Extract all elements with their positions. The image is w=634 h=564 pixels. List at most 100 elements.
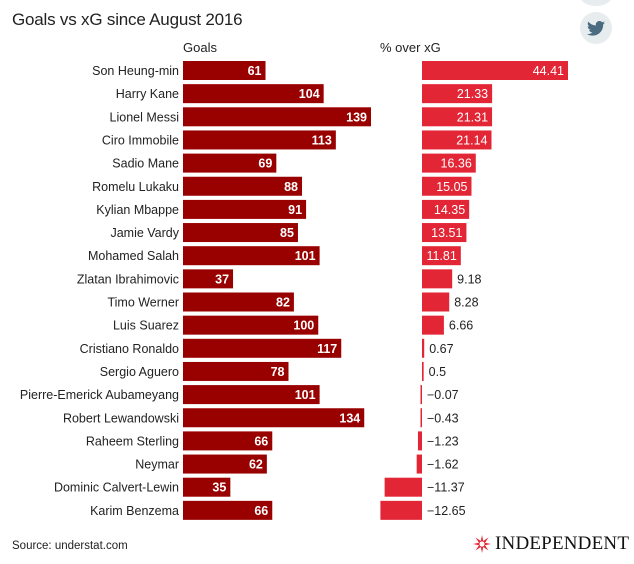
goals-value-label: 134 xyxy=(339,411,360,425)
pct-bar xyxy=(422,361,424,381)
player-name-label: Son Heung-min xyxy=(92,64,179,78)
goals-bar xyxy=(183,338,342,358)
pct-value-label: 44.41 xyxy=(533,64,564,78)
pct-value-label: −0.07 xyxy=(427,388,459,402)
goals-column-header: Goals xyxy=(183,40,217,55)
pct-bar xyxy=(420,408,422,428)
pct-bar xyxy=(416,454,422,474)
goals-value-label: 139 xyxy=(346,110,367,124)
goals-bar xyxy=(183,84,324,104)
goals-bar xyxy=(183,199,307,219)
player-name-label: Karim Benzema xyxy=(90,504,179,518)
goals-bar xyxy=(183,385,320,405)
player-name-label: Dominic Calvert-Lewin xyxy=(54,481,179,495)
goals-bar xyxy=(183,153,277,173)
goals-value-label: 35 xyxy=(212,481,226,495)
goals-bar xyxy=(183,130,336,150)
pct-bar xyxy=(417,431,422,451)
pct-value-label: −1.23 xyxy=(427,434,459,448)
goals-bar xyxy=(183,477,231,497)
goals-value-label: 78 xyxy=(271,365,285,379)
pct-bar xyxy=(422,223,467,243)
pct-bar xyxy=(422,338,425,358)
goals-value-label: 88 xyxy=(284,180,298,194)
goals-bar xyxy=(183,361,289,381)
goals-value-label: 85 xyxy=(280,226,294,240)
goals-value-label: 82 xyxy=(276,296,290,310)
player-name-label: Kylian Mbappe xyxy=(96,203,179,217)
pct-bar xyxy=(422,107,493,127)
pct-value-label: 9.18 xyxy=(457,272,481,286)
goals-value-label: 113 xyxy=(312,133,332,147)
logo-wordmark: INDEPENDENT xyxy=(495,533,630,554)
goals-value-label: 104 xyxy=(299,87,320,101)
player-name-label: Raheem Sterling xyxy=(86,434,179,448)
player-name-label: Harry Kane xyxy=(116,87,179,101)
goals-bar xyxy=(183,176,303,196)
pct-value-label: −1.62 xyxy=(427,458,459,472)
player-name-label: Cristiano Ronaldo xyxy=(80,342,179,356)
goals-bar xyxy=(183,315,319,335)
goals-bar xyxy=(183,454,267,474)
goals-value-label: 101 xyxy=(295,388,316,402)
goals-value-label: 101 xyxy=(295,249,316,263)
twitter-share-button[interactable] xyxy=(580,12,612,44)
goals-bar xyxy=(183,223,298,243)
pct-value-label: 6.66 xyxy=(449,319,473,333)
pct-bar xyxy=(422,315,444,335)
pct-value-label: −11.37 xyxy=(427,481,465,495)
goals-value-label: 66 xyxy=(254,434,268,448)
goals-bar xyxy=(183,431,273,451)
player-name-label: Jamie Vardy xyxy=(110,226,179,240)
goals-value-label: 62 xyxy=(249,458,263,472)
pct-value-label: 21.14 xyxy=(456,133,487,147)
goals-value-label: 117 xyxy=(317,342,337,356)
pct-column-header: % over xG xyxy=(380,40,441,55)
share-button-partial[interactable] xyxy=(580,0,612,6)
pct-bar xyxy=(422,61,568,80)
player-name-label: Pierre-Emerick Aubameyang xyxy=(20,388,179,402)
source-note: Source: understat.com xyxy=(12,540,128,552)
independent-logo: INDEPENDENT xyxy=(472,533,629,555)
goals-value-label: 61 xyxy=(248,64,262,78)
pct-value-label: 21.31 xyxy=(457,110,488,124)
goals-value-label: 66 xyxy=(254,504,268,518)
pct-bar xyxy=(422,246,461,266)
goals-bar xyxy=(183,269,234,289)
pct-value-label: 0.5 xyxy=(429,365,446,379)
player-name-label: Timo Werner xyxy=(107,296,179,310)
player-name-label: Mohamed Salah xyxy=(88,249,179,263)
pct-bar xyxy=(420,385,422,405)
pct-bar xyxy=(384,477,422,497)
goals-bar xyxy=(183,500,273,520)
player-name-label: Neymar xyxy=(135,458,179,472)
goals-bar xyxy=(183,408,365,428)
goals-value-label: 37 xyxy=(215,272,229,286)
goals-value-label: 69 xyxy=(258,157,272,171)
goals-value-label: 91 xyxy=(288,203,302,217)
pct-bar xyxy=(422,269,453,289)
pct-value-label: 15.05 xyxy=(436,180,467,194)
pct-bar xyxy=(422,292,450,312)
goals-value-label: 100 xyxy=(293,319,314,333)
player-name-label: Romelu Lukaku xyxy=(92,180,179,194)
pct-value-label: 0.67 xyxy=(429,342,453,356)
pct-bar xyxy=(422,84,493,104)
player-name-label: Lionel Messi xyxy=(110,110,179,124)
goals-bar xyxy=(183,61,266,80)
eagle-logo-icon xyxy=(473,535,491,553)
chart-title: Goals vs xG since August 2016 xyxy=(12,10,243,29)
player-name-label: Sadio Mane xyxy=(112,157,179,171)
pct-value-label: 13.51 xyxy=(431,226,462,240)
pct-value-label: 14.35 xyxy=(434,203,465,217)
player-name-label: Luis Suarez xyxy=(113,319,179,333)
player-name-label: Sergio Aguero xyxy=(100,365,179,379)
goals-bar xyxy=(183,246,320,266)
pct-value-label: 8.28 xyxy=(454,296,478,310)
twitter-icon xyxy=(587,20,605,36)
goals-bar xyxy=(183,292,294,312)
pct-bar xyxy=(422,176,472,196)
pct-value-label: 16.36 xyxy=(441,157,472,171)
